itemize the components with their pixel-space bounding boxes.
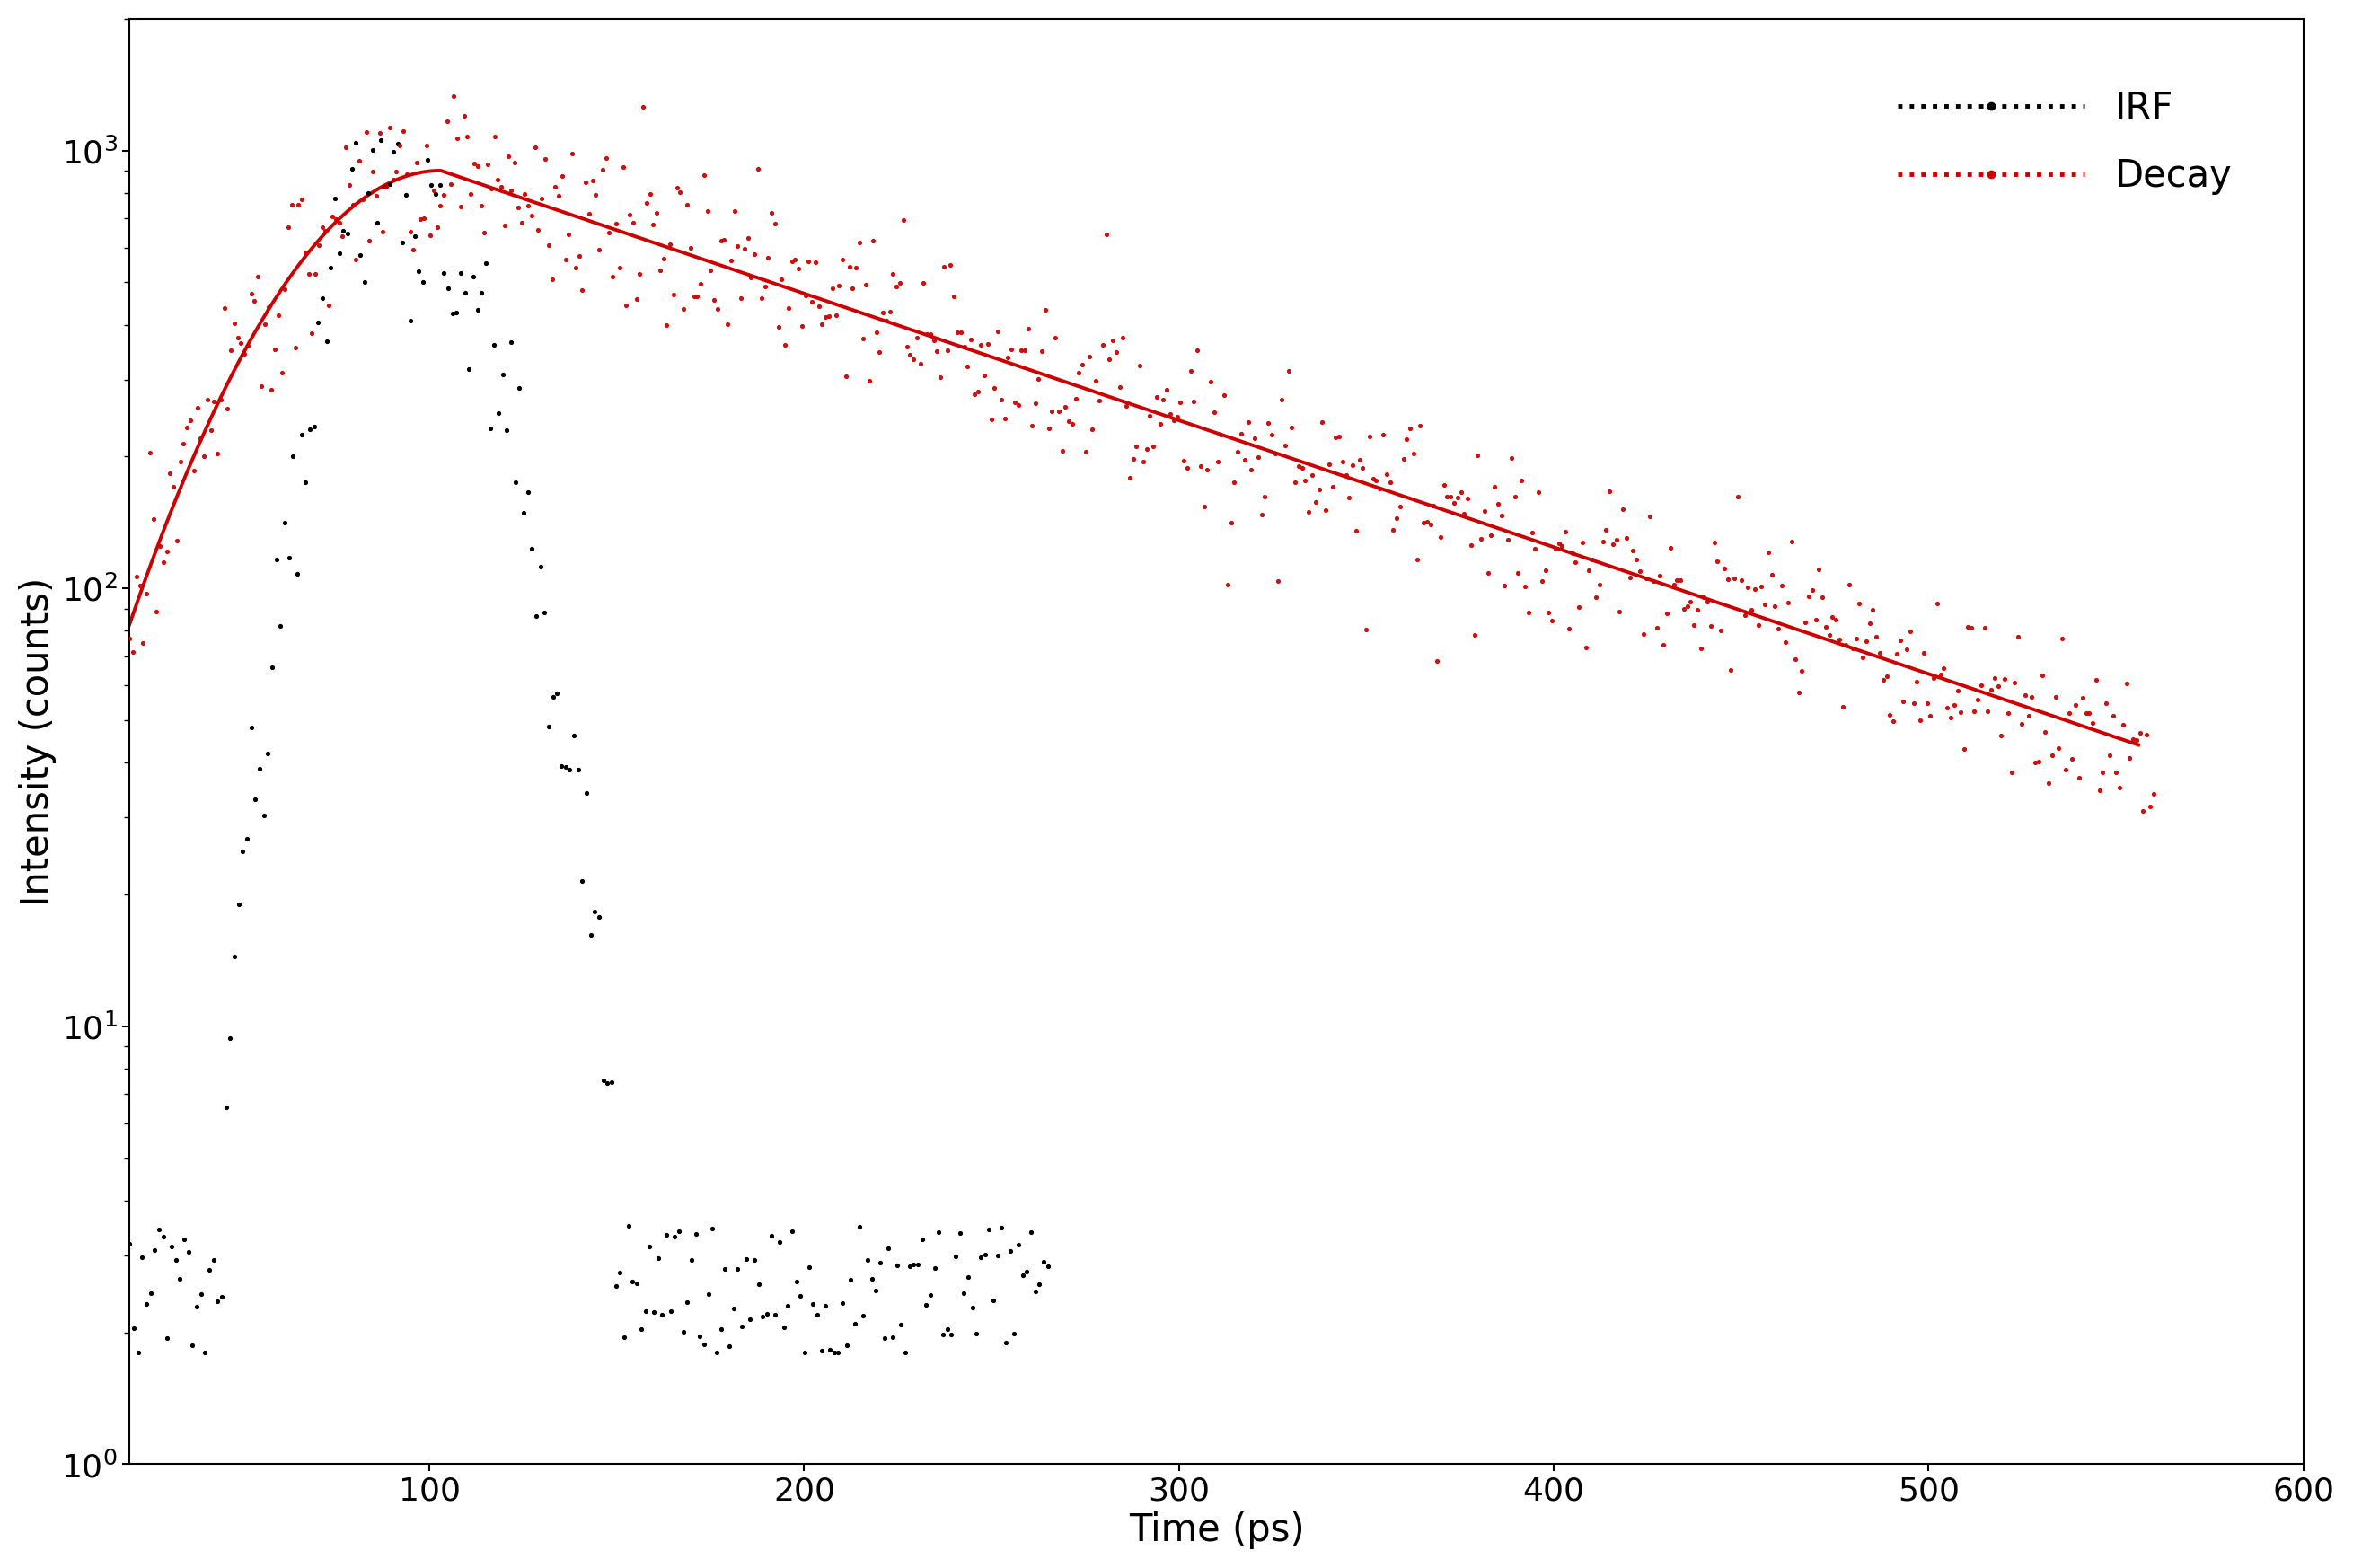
Decay	[440, 86, 468, 105]
Decay	[1471, 502, 1499, 521]
Line: IRF: IRF	[127, 136, 1052, 1356]
IRF	[125, 1344, 153, 1363]
Line: Decay: Decay	[127, 93, 2158, 814]
Decay	[478, 179, 506, 198]
Legend: IRF, Decay: IRF, Decay	[1882, 75, 2247, 210]
Decay	[115, 629, 144, 648]
IRF	[367, 132, 395, 151]
IRF	[899, 1256, 927, 1275]
IRF	[614, 1217, 642, 1236]
Decay	[640, 215, 668, 234]
Decay	[1642, 618, 1671, 637]
IRF	[393, 187, 421, 205]
Decay	[2139, 784, 2167, 803]
IRF	[946, 1223, 974, 1242]
IRF	[1033, 1256, 1061, 1275]
Decay	[2129, 801, 2158, 820]
IRF	[115, 1234, 144, 1253]
Decay	[1035, 419, 1064, 437]
IRF	[376, 174, 405, 193]
Y-axis label: Intensity (counts): Intensity (counts)	[19, 577, 56, 906]
IRF	[929, 1325, 958, 1344]
X-axis label: Time (ps): Time (ps)	[1129, 1512, 1304, 1549]
Decay	[1311, 500, 1339, 519]
